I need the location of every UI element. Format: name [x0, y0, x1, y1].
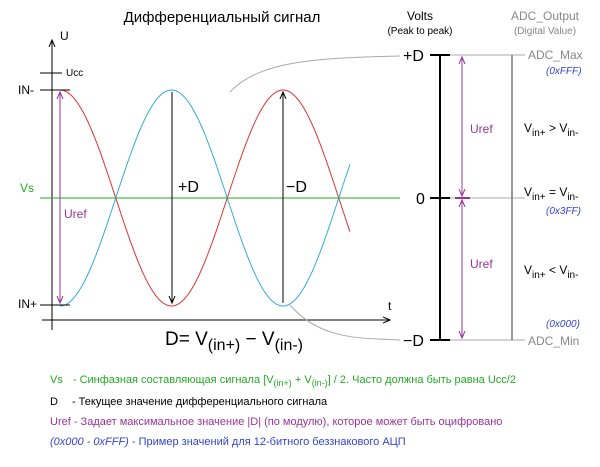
legend-vs: Vs - Синфазная составляющая сигнала [V(in…: [50, 374, 516, 388]
formula-part: − V: [240, 329, 275, 350]
adc-note: (Digital Value): [514, 26, 576, 37]
scale-plus-d: +D: [403, 48, 424, 65]
ucc-label: Ucc: [66, 68, 83, 79]
scale-zero: 0: [416, 191, 425, 208]
legend-text: - Синфазная составляющая сигнала: [73, 374, 263, 386]
volts-note: (Peak to peak): [387, 26, 452, 37]
cond-less: Vin+ < Vin-: [524, 263, 578, 281]
cond-part: V: [524, 121, 532, 135]
cond-sub: in-: [567, 192, 578, 203]
legend-text: [V: [263, 374, 274, 386]
legend-range: (0x000 - 0xFFF) - Пример значений для 12…: [50, 436, 406, 448]
mid-code: (0x3FF): [546, 206, 581, 217]
cond-sub: in+: [532, 128, 546, 139]
legend-key: (0x000 - 0xFFF): [50, 436, 129, 448]
cond-part: > V: [546, 121, 568, 135]
cond-sub: in+: [532, 192, 546, 203]
uref-label: Uref: [64, 207, 87, 221]
cond-greater: Vin+ > Vin-: [524, 121, 578, 139]
cond-sub: in-: [567, 128, 578, 139]
legend-text: ] / 2. Часто должна быть равна Ucc/2: [328, 374, 516, 386]
cond-part: < V: [546, 263, 568, 277]
connector-top: [229, 55, 401, 93]
legend-uref: Uref - Задает максимальное значение |D| …: [50, 416, 502, 428]
in-plus-label: IN+: [18, 297, 37, 311]
max-code: (0xFFF): [546, 66, 582, 77]
title: Дифференциальный сигнал: [124, 9, 321, 26]
formula: D= V(in+) − V(in-): [165, 329, 303, 354]
cond-part: V: [524, 185, 532, 199]
connector-bottom: [289, 304, 401, 341]
waveform: [59, 89, 351, 307]
legend-text: - Текущее значение дифференциального сиг…: [72, 396, 328, 408]
formula-sub: (in+): [208, 337, 240, 354]
minus-d-label: −D: [286, 179, 307, 196]
cond-part: V: [524, 263, 532, 277]
in-minus-label: IN-: [18, 83, 34, 97]
formula-sub: (in-): [275, 337, 303, 354]
formula-part: D= V: [165, 329, 208, 350]
plus-d-label: +D: [178, 179, 199, 196]
legend-text: + V: [292, 374, 313, 386]
uref-bottom: Uref: [470, 257, 493, 271]
adc-label: ADC_Output: [511, 9, 580, 23]
u-label: U: [60, 29, 69, 43]
legend-sub: (in+): [274, 378, 292, 388]
legend-text: - Пример значений для 12-битного беззнак…: [129, 436, 406, 448]
adc-min: ADC_Min: [528, 334, 579, 348]
waveforms: [59, 89, 351, 307]
volts-label: Volts: [407, 9, 433, 23]
cond-part: = V: [546, 185, 568, 199]
legend-key: D: [50, 396, 58, 408]
adc-max: ADC_Max: [528, 48, 583, 62]
cond-equal: Vin+ = Vin-: [524, 185, 578, 203]
cond-sub: in-: [567, 270, 578, 281]
t-label: t: [388, 299, 392, 313]
legend-sub: (in-): [312, 378, 328, 388]
cond-sub: in+: [532, 270, 546, 281]
vs-label: Vs: [20, 181, 34, 195]
min-code: (0x000): [546, 319, 580, 330]
legend-key: Vs: [50, 374, 63, 386]
legend-d: D - Текущее значение дифференциального си…: [50, 396, 328, 408]
uref-top: Uref: [470, 122, 493, 136]
waveform: [59, 89, 351, 307]
scale-minus-d: −D: [403, 333, 424, 350]
